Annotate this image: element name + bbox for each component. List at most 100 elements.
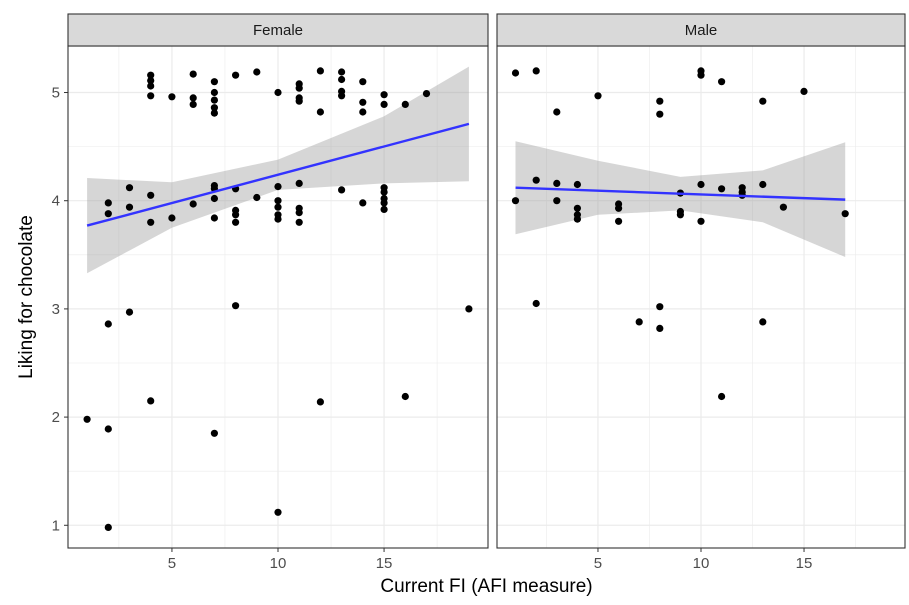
data-point	[338, 186, 346, 194]
data-point	[718, 392, 726, 401]
data-point	[338, 87, 346, 95]
data-point	[615, 200, 623, 208]
data-point	[147, 92, 155, 100]
data-point	[615, 217, 623, 225]
data-point	[316, 108, 324, 116]
data-point	[295, 94, 303, 102]
y-tick-label: 5	[52, 85, 60, 102]
data-point	[104, 523, 112, 532]
data-point	[168, 93, 176, 101]
data-point	[553, 197, 561, 205]
data-point	[401, 100, 409, 108]
data-point	[359, 98, 367, 106]
data-point	[147, 397, 155, 405]
data-point	[465, 305, 473, 313]
data-point	[359, 108, 367, 116]
data-point	[104, 199, 112, 207]
data-point	[841, 210, 849, 218]
data-point	[573, 180, 582, 189]
data-point	[189, 94, 197, 102]
data-point	[532, 176, 540, 184]
x-axis-title: Current FI (AFI measure)	[380, 576, 592, 597]
regression-line	[515, 186, 846, 201]
data-point	[210, 182, 218, 190]
data-point	[232, 206, 240, 214]
data-point	[359, 78, 367, 86]
data-point	[532, 67, 540, 75]
data-point	[210, 109, 218, 117]
data-point	[210, 96, 218, 104]
data-point	[189, 100, 197, 108]
data-point	[380, 184, 388, 192]
data-point	[380, 205, 388, 213]
data-point	[697, 180, 705, 189]
data-point	[147, 77, 155, 85]
data-point	[232, 218, 240, 226]
data-point	[125, 184, 134, 192]
data-point	[104, 425, 112, 433]
data-point	[635, 318, 643, 326]
data-point	[316, 398, 324, 406]
data-point	[210, 88, 218, 97]
data-point	[189, 70, 197, 78]
data-point	[422, 90, 431, 98]
data-point	[232, 302, 240, 310]
data-point	[380, 100, 388, 108]
data-point	[656, 110, 664, 118]
data-point	[800, 87, 808, 95]
data-point	[147, 218, 155, 226]
facet-strip	[496, 13, 906, 47]
data-point	[573, 204, 582, 212]
data-point	[253, 193, 261, 202]
data-point	[125, 203, 134, 211]
x-axis: 5 10 15 5 10 15	[168, 548, 813, 572]
data-point	[401, 392, 409, 401]
data-point	[656, 303, 664, 311]
data-point	[697, 67, 705, 75]
regression-line	[86, 122, 470, 227]
data-point	[779, 203, 788, 211]
data-point	[359, 199, 367, 207]
data-point	[274, 197, 282, 205]
data-point	[759, 318, 767, 326]
x-tick-label: 10	[270, 555, 287, 572]
confidence-band	[87, 66, 469, 274]
data-point	[210, 214, 218, 222]
facet-strip-label: Male	[685, 22, 718, 39]
data-point	[553, 179, 561, 187]
y-tick-label: 1	[52, 517, 60, 534]
data-point	[338, 75, 346, 84]
data-point	[295, 218, 303, 226]
y-tick-label: 2	[52, 409, 60, 426]
data-point	[274, 211, 282, 219]
data-point	[511, 69, 520, 77]
data-point	[274, 508, 282, 516]
y-axis: 1 2 3 4 5	[52, 85, 68, 534]
data-point	[380, 91, 388, 99]
data-point	[594, 92, 602, 100]
data-point	[274, 203, 282, 211]
data-point	[274, 183, 282, 191]
data-point	[253, 68, 261, 76]
x-tick-label: 15	[376, 555, 393, 572]
y-axis-title: Liking for chocolate	[16, 215, 37, 379]
data-point	[295, 179, 303, 187]
data-point	[718, 78, 726, 86]
data-point	[232, 71, 240, 79]
data-point	[338, 68, 346, 76]
x-tick-label: 15	[796, 555, 813, 572]
panel-female: Female	[67, 13, 489, 549]
data-point	[189, 200, 197, 208]
data-point	[210, 104, 218, 112]
x-tick-label: 5	[594, 555, 602, 572]
data-point	[511, 197, 520, 205]
data-point	[147, 191, 155, 199]
data-point	[656, 97, 664, 105]
data-point	[316, 67, 324, 75]
panel-male: Male	[496, 13, 906, 549]
data-point	[676, 207, 685, 216]
data-point	[380, 194, 388, 203]
y-tick-label: 4	[52, 193, 60, 210]
data-point	[697, 217, 705, 225]
data-point	[210, 78, 218, 86]
